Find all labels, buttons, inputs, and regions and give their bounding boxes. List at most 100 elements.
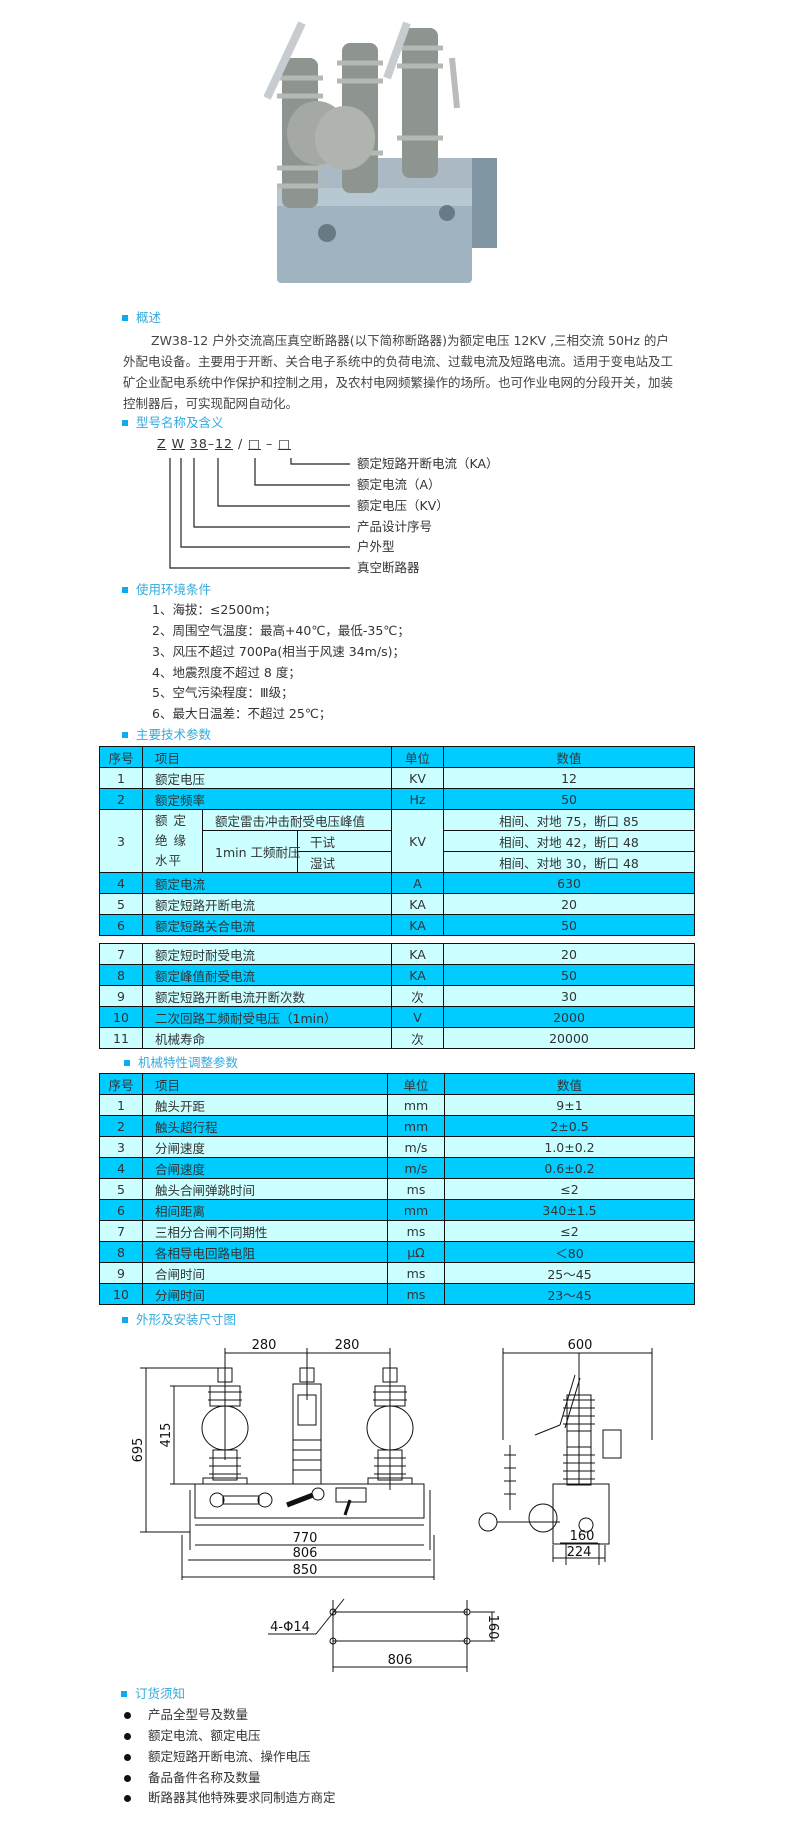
dim-insulator-height: 415: [159, 1423, 174, 1448]
cell-item: 额定短路关合电流: [141, 914, 393, 936]
table-row: 8 各相导电回路电阻 μΩ ＜80: [99, 1241, 695, 1263]
cell-no: 6: [99, 914, 143, 936]
section-overview-title: 概述: [122, 309, 161, 327]
table-row: 10 二次回路工频耐受电压（1min） V 2000: [99, 1006, 695, 1028]
model-part: □: [248, 436, 261, 451]
cell-unit: KA: [391, 964, 444, 986]
order-item-text: 断路器其他特殊要求同制造方商定: [148, 1790, 336, 1805]
cell-no: 4: [99, 1157, 143, 1179]
cell-subitem: 额定雷击冲击耐受电压峰值: [201, 809, 393, 831]
order-item-text: 额定短路开断电流、操作电压: [148, 1749, 311, 1764]
model-meaning: 真空断路器: [357, 560, 420, 575]
cell-value: 630: [443, 872, 696, 894]
env-item: 6、最大日温差：不超过 25℃；: [152, 706, 332, 721]
cell-item: 额 定 绝 缘水平: [142, 809, 203, 873]
table-row: 1 触头开距 mm 9±1: [99, 1094, 695, 1116]
header-cell: 数值: [443, 746, 696, 768]
section-drawing-title: 外形及安装尺寸图: [122, 1311, 236, 1329]
table-row: 4 合闸速度 m/s 0.6±0.2: [99, 1157, 695, 1179]
dim-depth: 600: [568, 1338, 593, 1353]
model-meaning: 户外型: [357, 539, 395, 554]
square-bullet-icon: [124, 1059, 130, 1066]
table-row: 3 额 定 绝 缘水平 额定雷击冲击耐受电压峰值 KV 相间、对地 75，断口 …: [99, 809, 696, 873]
cell-unit: m/s: [387, 1136, 445, 1158]
env-item: 3、风压不超过 700Pa(相当于风速 34m/s)；: [152, 644, 405, 659]
cell-item: 合闸时间: [142, 1262, 388, 1284]
square-bullet-icon: [122, 1316, 128, 1323]
bullet-icon: [124, 1775, 131, 1782]
cell-value: 50: [443, 914, 696, 936]
bullet-icon: [124, 1795, 131, 1802]
cell-value: 20: [443, 943, 695, 965]
overview-paragraph: ZW38-12 户外交流高压真空断路器(以下简称断路器)为额定电压 12KV ,…: [123, 333, 674, 411]
dim-hole-length: 806: [388, 1653, 413, 1668]
section-title-text: 主要技术参数: [136, 727, 212, 742]
cell-item: 相间距离: [142, 1199, 388, 1221]
cell-unit: ms: [387, 1262, 445, 1284]
order-item-text: 产品全型号及数量: [148, 1707, 249, 1722]
table-row: 9 合闸时间 ms 25～45: [99, 1262, 695, 1284]
cell-value: 20000: [443, 1027, 695, 1049]
mech-params-table: 序号 项目 单位 数值 1 触头开距 mm 9±1 2 触头超行程 mm 2±0.5 3 分闸速度 m/s…: [99, 1073, 695, 1305]
cell-item: 各相导电回路电阻: [142, 1241, 388, 1263]
section-title-text: 订货须知: [135, 1686, 186, 1701]
cell-value: 2000: [443, 1006, 695, 1028]
cell-no: 2: [99, 1115, 143, 1137]
cell-no: 11: [99, 1027, 143, 1049]
env-item: 2、周围空气温度：最高+40℃，最低-35℃；: [152, 623, 410, 638]
cell-unit: mm: [387, 1199, 445, 1221]
cell-value: ≤2: [444, 1178, 695, 1200]
cell-value: 23～45: [444, 1283, 695, 1305]
model-meaning: 额定电压（KV）: [357, 498, 449, 513]
separator: /: [237, 436, 244, 451]
separator: –: [265, 436, 274, 451]
cell-subitem: 干试: [296, 830, 393, 852]
model-code: Z W 38–12 / □ – □: [157, 436, 291, 451]
square-bullet-icon: [122, 314, 128, 321]
cell-unit: V: [391, 1006, 444, 1028]
header-cell: 项目: [141, 746, 393, 768]
cell-unit: KA: [391, 943, 444, 965]
cell-no: 7: [99, 943, 143, 965]
section-title-text: 使用环境条件: [136, 582, 212, 597]
table-row: 9 额定短路开断电流开断次数次 30: [99, 985, 695, 1007]
cell-item: 额定电流: [141, 872, 393, 894]
cell-item: 额定电压: [141, 767, 393, 789]
header-cell: 数值: [444, 1073, 695, 1095]
cell-item: 分闸速度: [142, 1136, 388, 1158]
cell-subitem: 1min 工频耐压: [202, 830, 301, 873]
square-bullet-icon: [122, 419, 128, 426]
table-row: 6 相间距离 mm 340±1.5: [99, 1199, 695, 1221]
cell-no: 8: [99, 1241, 143, 1263]
dim-160: 160: [570, 1529, 595, 1544]
order-item: 备品备件名称及数量: [124, 1769, 261, 1787]
square-bullet-icon: [122, 586, 128, 593]
section-mech-title: 机械特性调整参数: [124, 1054, 238, 1072]
model-part: W: [171, 436, 185, 451]
square-bullet-icon: [121, 1690, 127, 1697]
cell-no: 4: [99, 872, 143, 894]
table-header-row: 序号 项目 单位 数值: [99, 746, 696, 768]
dim-224: 224: [567, 1545, 592, 1560]
cell-unit: KA: [391, 893, 445, 915]
square-bullet-icon: [122, 731, 128, 738]
cell-value: ＜80: [444, 1241, 695, 1263]
env-item: 1、海拔：≤2500m；: [152, 602, 277, 617]
cell-item: 合闸速度: [142, 1157, 388, 1179]
model-meaning: 额定短路开断电流（KA）: [357, 456, 499, 471]
cell-no: 6: [99, 1199, 143, 1221]
order-item: 额定电流、额定电压: [124, 1727, 261, 1745]
model-part: 12: [215, 436, 233, 451]
cell-no: 10: [99, 1283, 143, 1305]
order-item-text: 额定电流、额定电压: [148, 1728, 261, 1743]
table-row: 5 触头合闸弹跳时间 ms ≤2: [99, 1178, 695, 1200]
table-row: 8 额定峰值耐受电流 KA 50: [99, 964, 695, 986]
model-meaning: 产品设计序号: [357, 519, 433, 534]
cell-no: 8: [99, 964, 143, 986]
cell-item: 二次回路工频耐受电压（1min）: [142, 1006, 392, 1028]
cell-item: 分闸时间: [142, 1283, 388, 1305]
cell-unit: 次: [391, 985, 444, 1007]
model-leader-lines: [169, 458, 350, 569]
dim-pitch-2: 280: [335, 1338, 360, 1353]
